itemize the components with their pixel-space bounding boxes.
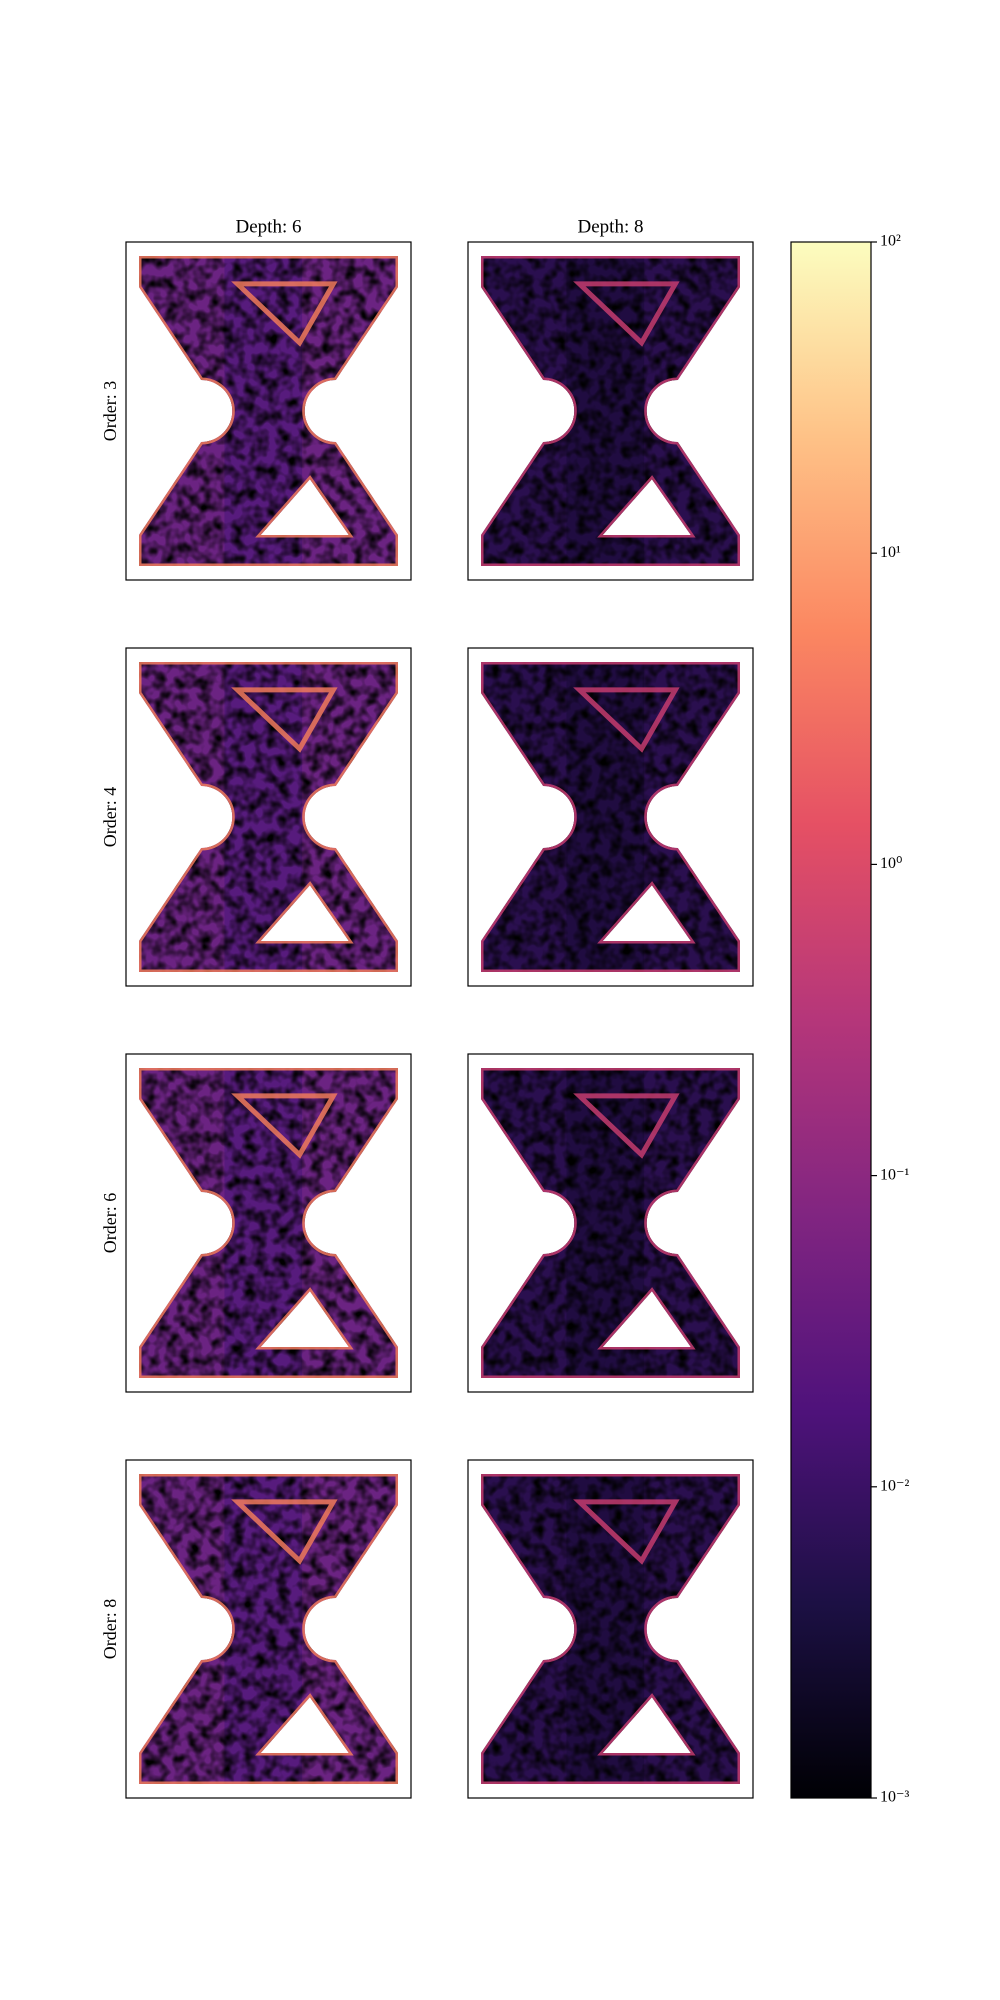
- colorbar-tick-label: 10¹: [880, 544, 901, 561]
- field-texture: [139, 1474, 398, 1784]
- field-texture: [139, 1068, 398, 1378]
- panel-frame: [467, 1053, 754, 1393]
- column-title: Depth: 8: [578, 216, 644, 237]
- field-texture: [481, 1474, 740, 1784]
- colorbar-tick-label: 10⁻²: [880, 1477, 909, 1494]
- colorbar-tick-label: 10⁰: [880, 855, 902, 872]
- row-label: Order: 6: [100, 1193, 120, 1253]
- panel-frame: [125, 647, 412, 987]
- field-texture: [481, 1068, 740, 1378]
- panel-frame: [125, 241, 412, 581]
- column-title: Depth: 6: [236, 216, 302, 237]
- field-image: [139, 256, 398, 566]
- colorbar-tick-label: 10⁻³: [880, 1789, 909, 1806]
- panel-frame: [125, 1053, 412, 1393]
- field-texture: [481, 256, 740, 566]
- colorbar-tick-label: 10²: [880, 233, 901, 250]
- field-image: [139, 662, 398, 972]
- colorbar-tick-label: 10⁻¹: [880, 1166, 909, 1183]
- field-image: [139, 1068, 398, 1378]
- field-texture: [139, 256, 398, 566]
- field-image: [139, 1474, 398, 1784]
- row-label: Order: 8: [100, 1599, 120, 1659]
- panel-frame: [125, 1459, 412, 1799]
- field-image: [481, 662, 740, 972]
- field-texture: [139, 662, 398, 972]
- field-texture: [481, 662, 740, 972]
- colorbar: [790, 241, 872, 1799]
- field-image: [481, 256, 740, 566]
- field-image: [481, 1068, 740, 1378]
- panel-frame: [467, 647, 754, 987]
- row-label: Order: 3: [100, 381, 120, 441]
- field-image: [481, 1474, 740, 1784]
- panel-frame: [467, 241, 754, 581]
- row-label: Order: 4: [100, 787, 120, 847]
- panel-frame: [467, 1459, 754, 1799]
